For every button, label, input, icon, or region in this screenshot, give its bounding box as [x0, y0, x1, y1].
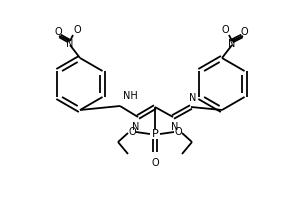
Text: O: O — [151, 158, 159, 168]
Text: N: N — [171, 122, 179, 132]
Text: O: O — [221, 25, 229, 35]
Text: O: O — [240, 27, 248, 37]
Text: N: N — [189, 93, 197, 103]
Text: O: O — [73, 25, 81, 35]
Text: O: O — [54, 27, 62, 37]
Text: N: N — [132, 122, 140, 132]
Text: O: O — [128, 127, 136, 137]
Text: O: O — [174, 127, 182, 137]
Text: NH: NH — [123, 91, 138, 101]
Text: N: N — [66, 39, 74, 49]
Text: P: P — [152, 129, 158, 139]
Text: N: N — [228, 39, 236, 49]
